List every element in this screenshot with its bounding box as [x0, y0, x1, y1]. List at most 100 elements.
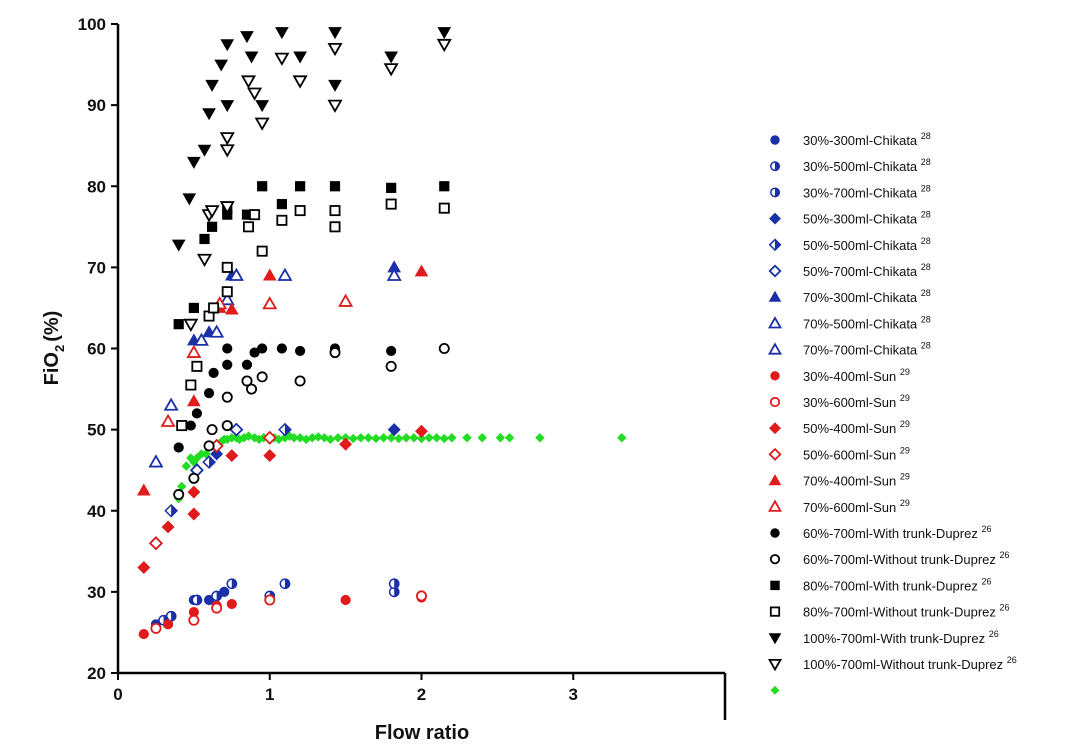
legend-label-ref: 29 — [900, 472, 910, 482]
data-point — [424, 433, 434, 443]
data-point — [193, 332, 209, 346]
data-point — [148, 536, 163, 551]
data-point — [477, 433, 487, 443]
data-point — [378, 433, 389, 443]
series-19 — [171, 27, 452, 252]
data-point — [384, 51, 398, 64]
data-point — [276, 198, 287, 210]
data-point — [401, 433, 412, 443]
data-point — [276, 343, 287, 354]
data-point — [222, 359, 233, 370]
series-4 — [164, 422, 292, 518]
legend-label-ref: 28 — [921, 236, 931, 246]
data-point — [137, 561, 151, 574]
data-point — [219, 292, 235, 306]
data-point — [171, 239, 186, 252]
legend-marker — [768, 474, 782, 486]
legend-label-name: 70%-600ml-Sun — [803, 500, 900, 515]
data-point — [292, 75, 308, 89]
legend-label-name: 50%-700ml-Chikata — [803, 264, 921, 279]
legend-label: 50%-400ml-Sun 29 — [803, 419, 910, 436]
legend-entry: 60%-700ml-With trunk-Duprez 26 — [770, 524, 991, 541]
data-point — [295, 345, 306, 357]
data-point — [386, 182, 397, 193]
x-tick-label: 0 — [113, 685, 122, 704]
legend-entry: 70%-700ml-Chikata 28 — [767, 341, 931, 358]
y-tick-label: 80 — [87, 177, 106, 196]
data-point — [209, 324, 225, 338]
data-point — [191, 408, 203, 419]
x-tick-label: 3 — [569, 685, 578, 704]
legend-label-name: 30%-700ml-Chikata — [803, 185, 921, 200]
data-point — [329, 181, 341, 192]
data-point — [173, 489, 185, 501]
legend-label-name: 50%-600ml-Sun — [803, 447, 900, 462]
series-1 — [165, 578, 400, 622]
data-point — [339, 437, 353, 451]
legend-label-name: 50%-300ml-Chikata — [803, 212, 921, 227]
data-point — [243, 221, 255, 233]
legend-entry: 80%-700ml-With trunk-Duprez 26 — [770, 576, 991, 593]
legend-marker — [767, 342, 783, 355]
data-point — [201, 449, 211, 459]
data-point — [414, 264, 429, 277]
data-point — [247, 87, 263, 101]
legend-label-name: 100%-700ml-With trunk-Duprez — [803, 631, 989, 646]
legend-marker — [767, 316, 783, 329]
legend-marker — [768, 290, 782, 302]
legend-label-ref: 28 — [921, 210, 931, 220]
legend-label-name: 80%-700ml-With trunk-Duprez — [803, 578, 981, 593]
data-point — [431, 433, 442, 443]
data-point — [206, 424, 218, 436]
series-10 — [150, 590, 427, 634]
y-tick-label: 90 — [87, 96, 106, 115]
series-3 — [149, 423, 401, 550]
y-tick-label: 30 — [87, 583, 106, 602]
data-point — [386, 267, 402, 281]
x-axis-title: Flow ratio — [375, 722, 469, 744]
legend-label: 100%-700ml-With trunk-Duprez 26 — [803, 629, 999, 646]
data-point — [185, 379, 197, 391]
data-point — [363, 433, 374, 443]
data-point — [313, 432, 324, 442]
data-point — [185, 420, 196, 431]
data-point — [244, 51, 259, 64]
legend-entry: 50%-700ml-Chikata 28 — [768, 262, 931, 279]
data-point — [148, 454, 164, 468]
legend-entry: 50%-300ml-Chikata 28 — [769, 210, 931, 227]
data-point — [241, 359, 253, 370]
legend-label-ref: 26 — [981, 524, 991, 534]
data-point — [210, 447, 224, 461]
data-point — [211, 602, 223, 614]
data-point — [504, 433, 515, 443]
data-point — [203, 388, 215, 399]
legend-entry: 30%-300ml-Chikata 28 — [770, 131, 931, 148]
data-point — [226, 578, 238, 590]
data-point — [163, 397, 179, 411]
data-point — [182, 193, 197, 206]
legend-label-ref: 28 — [921, 341, 931, 351]
data-point — [162, 619, 174, 630]
legend-marker — [770, 685, 780, 695]
data-point — [188, 302, 199, 314]
legend-entry: 30%-500ml-Chikata 28 — [770, 157, 931, 174]
series-13 — [136, 264, 429, 496]
legend-label-name: 30%-600ml-Sun — [803, 395, 900, 410]
data-point — [535, 433, 545, 443]
data-point — [199, 233, 210, 245]
data-point — [225, 449, 239, 463]
data-point — [221, 391, 233, 403]
data-point — [277, 267, 293, 281]
legend-label-name: 70%-400ml-Sun — [803, 474, 900, 489]
legend-entry: 70%-300ml-Chikata 28 — [768, 288, 931, 305]
data-point — [329, 205, 341, 217]
legend-label: 60%-700ml-With trunk-Duprez 26 — [803, 524, 991, 541]
legend-label-name: 60%-700ml-With trunk-Duprez — [803, 526, 981, 541]
legend-label: 30%-700ml-Chikata 28 — [803, 183, 931, 200]
legend-entry: 30%-600ml-Sun 29 — [769, 393, 910, 410]
legend-label-ref: 28 — [921, 262, 931, 272]
data-point — [229, 422, 244, 437]
data-point — [204, 205, 220, 219]
legend-marker — [770, 161, 780, 172]
